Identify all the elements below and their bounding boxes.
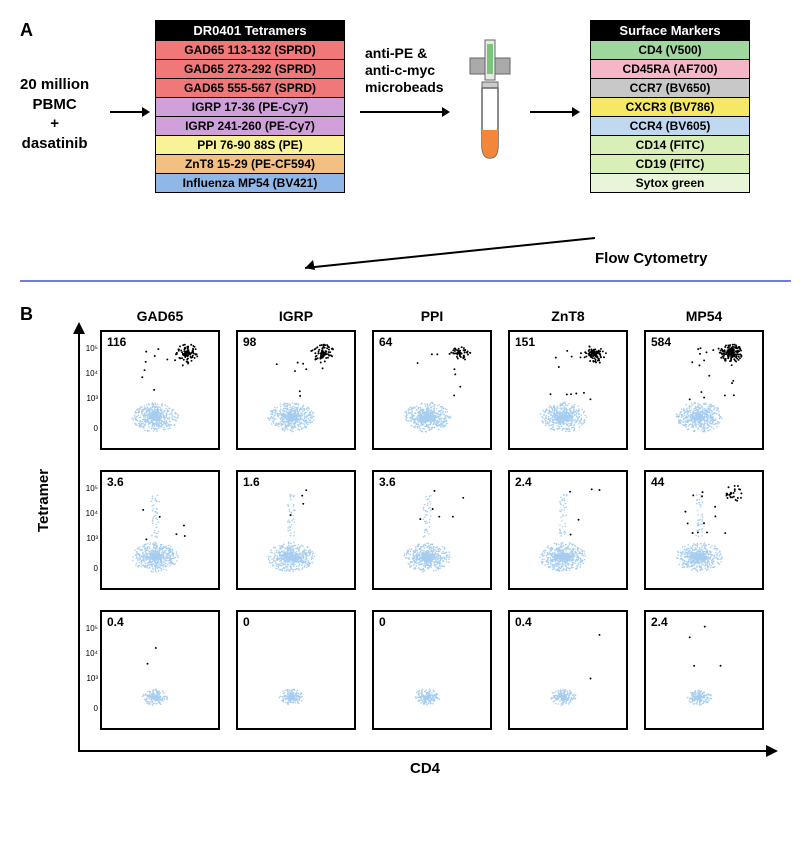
- scatter-plot: 2.4: [508, 470, 628, 590]
- arrowhead-icon: [73, 322, 85, 334]
- surface-row: CCR7 (BV650): [590, 79, 750, 98]
- scatter-plot: 116: [100, 330, 220, 450]
- cell-value: 44: [651, 475, 664, 489]
- scatter-plot: 3.6: [100, 470, 220, 590]
- surface-row: Sytox green: [590, 174, 750, 193]
- y-tick: 10³: [78, 394, 98, 403]
- y-tick: 10⁵: [78, 624, 98, 633]
- y-tick: 10⁵: [78, 344, 98, 353]
- arrowhead-icon: [766, 745, 778, 757]
- x-axis-label: CD4: [410, 760, 440, 777]
- scatter-plot: 0: [236, 610, 356, 730]
- surface-header: Surface Markers: [590, 20, 750, 41]
- y-tick: 10³: [78, 674, 98, 683]
- scatter-plot: 64: [372, 330, 492, 450]
- pbmc-line: dasatinib: [20, 134, 89, 154]
- scatter-plot: 2.4: [644, 610, 764, 730]
- tetramer-header: DR0401 Tetramers: [155, 20, 345, 41]
- cell-value: 64: [379, 335, 392, 349]
- cell-value: 0: [243, 615, 250, 629]
- pbmc-line: PBMC: [20, 95, 89, 115]
- cell-value: 2.4: [515, 475, 532, 489]
- tube-icon: [460, 30, 520, 175]
- tetramer-row: IGRP 17-36 (PE-Cy7): [155, 98, 345, 117]
- panel-a: A 20 million PBMC + dasatinib DR0401 Tet…: [20, 20, 791, 280]
- surface-row: CD14 (FITC): [590, 136, 750, 155]
- tetramer-row: GAD65 555-567 (SPRD): [155, 79, 345, 98]
- surface-row: CD19 (FITC): [590, 155, 750, 174]
- tetramer-box: DR0401 Tetramers GAD65 113-132 (SPRD)GAD…: [155, 20, 345, 193]
- tetramer-row: Influenza MP54 (BV421): [155, 174, 345, 193]
- column-header: IGRP: [236, 308, 356, 324]
- scatter-plot: 3.6: [372, 470, 492, 590]
- arrow-icon: [530, 100, 580, 126]
- scatter-plot: 98: [236, 330, 356, 450]
- tetramer-row: PPI 76-90 88S (PE): [155, 136, 345, 155]
- cell-value: 98: [243, 335, 256, 349]
- panel-b: B Tetramer GAD65IGRPPPIZnT8MP5411610⁵10⁴…: [20, 312, 791, 752]
- scatter-plot: 0: [372, 610, 492, 730]
- cell-value: 3.6: [379, 475, 396, 489]
- y-tick: 0: [78, 424, 98, 433]
- panel-divider: [20, 280, 791, 282]
- scatter-plot: 44: [644, 470, 764, 590]
- cell-value: 1.6: [243, 475, 260, 489]
- microbeads-line: anti-PE &: [365, 45, 444, 62]
- scatter-plot: 151: [508, 330, 628, 450]
- surface-row: CD45RA (AF700): [590, 60, 750, 79]
- scatter-plot: 0.4: [508, 610, 628, 730]
- cell-value: 584: [651, 335, 671, 349]
- column-header: MP54: [644, 308, 764, 324]
- tetramer-row: ZnT8 15-29 (PE-CF594): [155, 155, 345, 174]
- tetramer-row: GAD65 113-132 (SPRD): [155, 41, 345, 60]
- microbeads-label: anti-PE & anti-c-myc microbeads: [365, 45, 444, 95]
- surface-row: CXCR3 (BV786): [590, 98, 750, 117]
- y-tick: 10⁴: [78, 649, 98, 658]
- pbmc-line: 20 million: [20, 75, 89, 95]
- cell-value: 116: [107, 335, 126, 349]
- scatter-plot: 1.6: [236, 470, 356, 590]
- cell-value: 3.6: [107, 475, 124, 489]
- pbmc-line: +: [20, 114, 89, 134]
- tetramer-row: GAD65 273-292 (SPRD): [155, 60, 345, 79]
- surface-row: CCR4 (BV605): [590, 117, 750, 136]
- panel-a-label: A: [20, 20, 33, 41]
- cell-value: 2.4: [651, 615, 668, 629]
- y-tick: 10⁵: [78, 484, 98, 493]
- arrow-icon: [360, 100, 450, 126]
- cell-value: 0.4: [107, 615, 124, 629]
- pbmc-text: 20 million PBMC + dasatinib: [20, 75, 89, 153]
- y-tick: 0: [78, 564, 98, 573]
- y-tick: 10⁴: [78, 369, 98, 378]
- scatter-grid: GAD65IGRPPPIZnT8MP5411610⁵10⁴10³09864151…: [100, 312, 780, 752]
- microbeads-line: microbeads: [365, 79, 444, 96]
- y-tick: 0: [78, 704, 98, 713]
- scatter-plot: 0.4: [100, 610, 220, 730]
- microbeads-line: anti-c-myc: [365, 62, 444, 79]
- cell-value: 151: [515, 335, 535, 349]
- column-header: ZnT8: [508, 308, 628, 324]
- surface-box: Surface Markers CD4 (V500)CD45RA (AF700)…: [590, 20, 750, 193]
- cell-value: 0.4: [515, 615, 532, 629]
- surface-row: CD4 (V500): [590, 41, 750, 60]
- panel-b-label: B: [20, 304, 33, 325]
- column-header: GAD65: [100, 308, 220, 324]
- arrow-icon: [110, 100, 150, 126]
- y-tick: 10³: [78, 534, 98, 543]
- scatter-plot: 584: [644, 330, 764, 450]
- tetramer-row: IGRP 241-260 (PE-Cy7): [155, 117, 345, 136]
- x-axis-arrow: [78, 750, 768, 752]
- arrow-icon: [295, 235, 595, 280]
- column-header: PPI: [372, 308, 492, 324]
- flow-cytometry-label: Flow Cytometry: [595, 250, 708, 267]
- y-tick: 10⁴: [78, 509, 98, 518]
- cell-value: 0: [379, 615, 386, 629]
- y-axis-label: Tetramer: [35, 469, 52, 532]
